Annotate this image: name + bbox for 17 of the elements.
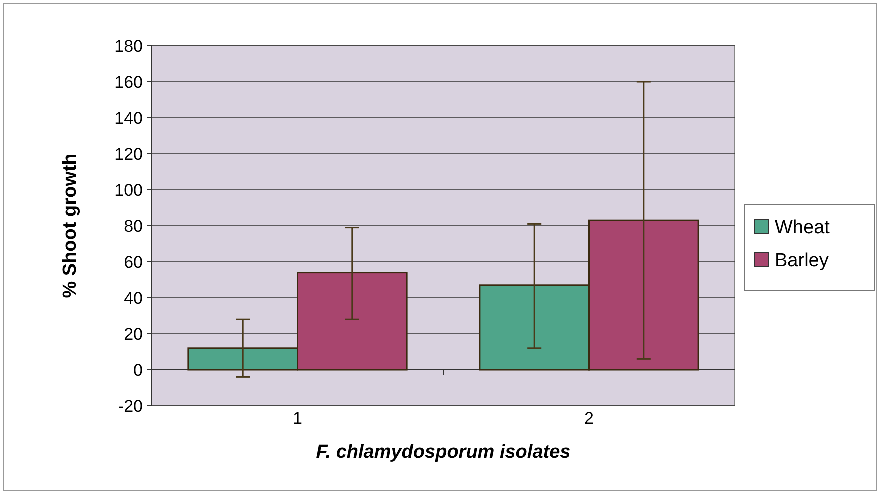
x-tick-label: 2 (584, 409, 594, 428)
y-tick-label: 140 (114, 108, 143, 128)
y-tick-label: 20 (124, 324, 143, 344)
legend-label: Wheat (775, 218, 831, 239)
y-tick-label: 60 (124, 252, 143, 272)
y-tick-label: 160 (114, 72, 143, 92)
y-tick-label: 40 (124, 288, 143, 308)
y-tick-label: 0 (134, 360, 143, 380)
legend-label: Barley (775, 250, 830, 272)
y-tick-label: 100 (114, 180, 143, 200)
y-tick-label: -20 (118, 396, 143, 416)
y-tick-label: 180 (114, 36, 143, 56)
x-axis-title: F. chlamydosporum isolates (316, 442, 571, 463)
y-axis-title: % Shoot growth (60, 154, 81, 298)
x-tick-label: 1 (293, 409, 302, 428)
y-tick-label: 80 (124, 216, 143, 236)
y-tick-label: 120 (114, 144, 143, 164)
